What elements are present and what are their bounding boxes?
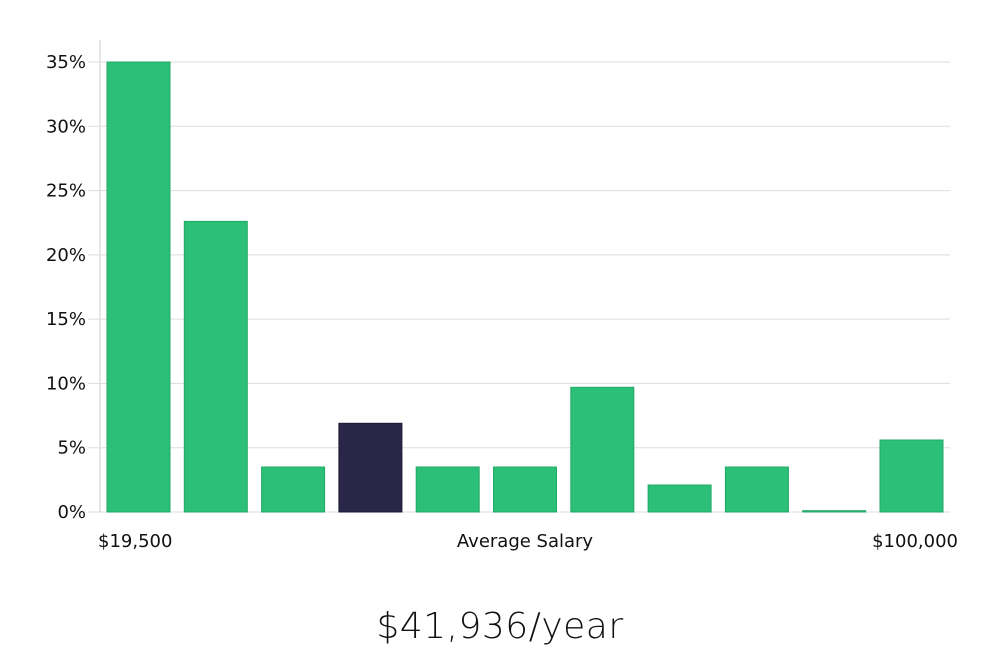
bar-7 [570, 386, 635, 513]
y-tick-label-5: 5% [57, 438, 86, 459]
bar-6 [493, 466, 557, 513]
salary-histogram: $19,500 Average Salary $100,000 0% 5% 10% 1… [46, 40, 958, 552]
y-tick-label-30: 30% [46, 116, 86, 137]
bar-11 [879, 439, 944, 513]
y-tick-label-15: 15% [46, 309, 86, 330]
y-tick-label-10: 10% [46, 373, 86, 394]
y-tick-label-35: 35% [46, 52, 86, 73]
average-salary-value: $41,936/year [376, 606, 624, 647]
x-min-label: $19,500 [98, 531, 172, 552]
bar-10 [802, 510, 867, 513]
bar-9 [724, 466, 789, 513]
axis-labels: $19,500 Average Salary $100,000 0% 5% 10% 1… [46, 52, 958, 552]
y-tick-label-20: 20% [46, 245, 86, 266]
bar-highlighted [338, 422, 403, 513]
bar-3 [261, 466, 326, 513]
bar-1 [106, 61, 171, 513]
bar-5 [415, 466, 480, 513]
x-axis-label: Average Salary [457, 531, 594, 552]
x-max-label: $100,000 [872, 531, 958, 552]
histogram-bars [106, 61, 944, 513]
y-tick-label-25: 25% [46, 181, 86, 202]
bar-8 [647, 484, 712, 513]
y-tick-label-0: 0% [57, 502, 86, 523]
bar-2 [183, 220, 248, 513]
